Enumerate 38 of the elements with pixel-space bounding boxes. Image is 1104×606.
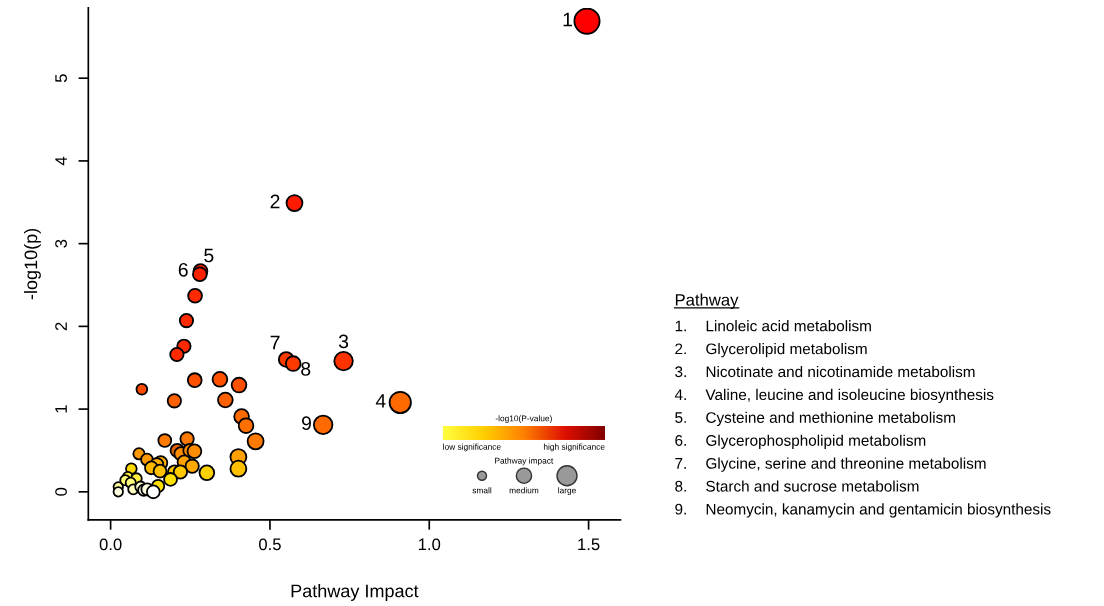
y-tick-label: 0 — [55, 487, 67, 496]
y-tick-label: 3 — [55, 239, 67, 248]
annotation: medium — [509, 487, 539, 494]
text: 4. Valine, leucine and isoleucine biosynthesis — [674, 388, 994, 404]
x-tick-label: 0.0 — [99, 538, 122, 551]
text: 8. Starch and sucrose metabolism — [675, 480, 919, 492]
annotation: Pathway impact — [495, 457, 554, 466]
annotation: 4 — [375, 394, 386, 408]
y-tick-label: 1 — [55, 405, 67, 413]
annotation: low significance — [443, 443, 501, 452]
y-tick-label: 5 — [55, 74, 67, 83]
text: 2. Glycerolipid metabolism — [675, 343, 867, 358]
x-tick-label: 0.5 — [259, 538, 281, 551]
annotation: 2 — [270, 194, 280, 209]
y-tick-label: 2 — [55, 322, 67, 331]
x-tick-label: 1.0 — [418, 538, 441, 551]
y-axis-title: -log10(p) — [24, 228, 41, 300]
annotation: 9 — [302, 416, 311, 431]
annotation: small — [472, 487, 492, 494]
x-tick-label: 1.5 — [578, 538, 600, 551]
text: 3. Nicotinate and nicotinamide metabolism — [675, 365, 975, 378]
annotation: 7 — [270, 335, 280, 350]
annotation: 1 — [563, 12, 572, 27]
text: 5. Cysteine and methionine metabolism — [675, 411, 955, 426]
annotation: high significance — [543, 443, 605, 452]
annotation: 6 — [178, 262, 188, 277]
annotation: 8 — [301, 361, 311, 376]
text: 9. Neomycin, kanamycin and gentamicin biosynthesis — [675, 503, 1051, 518]
y-tick-label: 4 — [55, 156, 67, 166]
x-axis-title: Pathway Impact — [291, 584, 419, 601]
text: 6. Glycerophospholipid metabolism — [675, 434, 926, 449]
annotation: large — [558, 487, 576, 495]
annotation: -log10(P-value) — [495, 415, 552, 423]
annotation: 3 — [338, 334, 349, 349]
text: 1. Linoleic acid metabolism — [675, 320, 871, 332]
text: 7. Glycine, serine and threonine metabolism — [675, 457, 986, 472]
annotation: 5 — [204, 248, 214, 263]
text: Pathway — [675, 293, 739, 310]
